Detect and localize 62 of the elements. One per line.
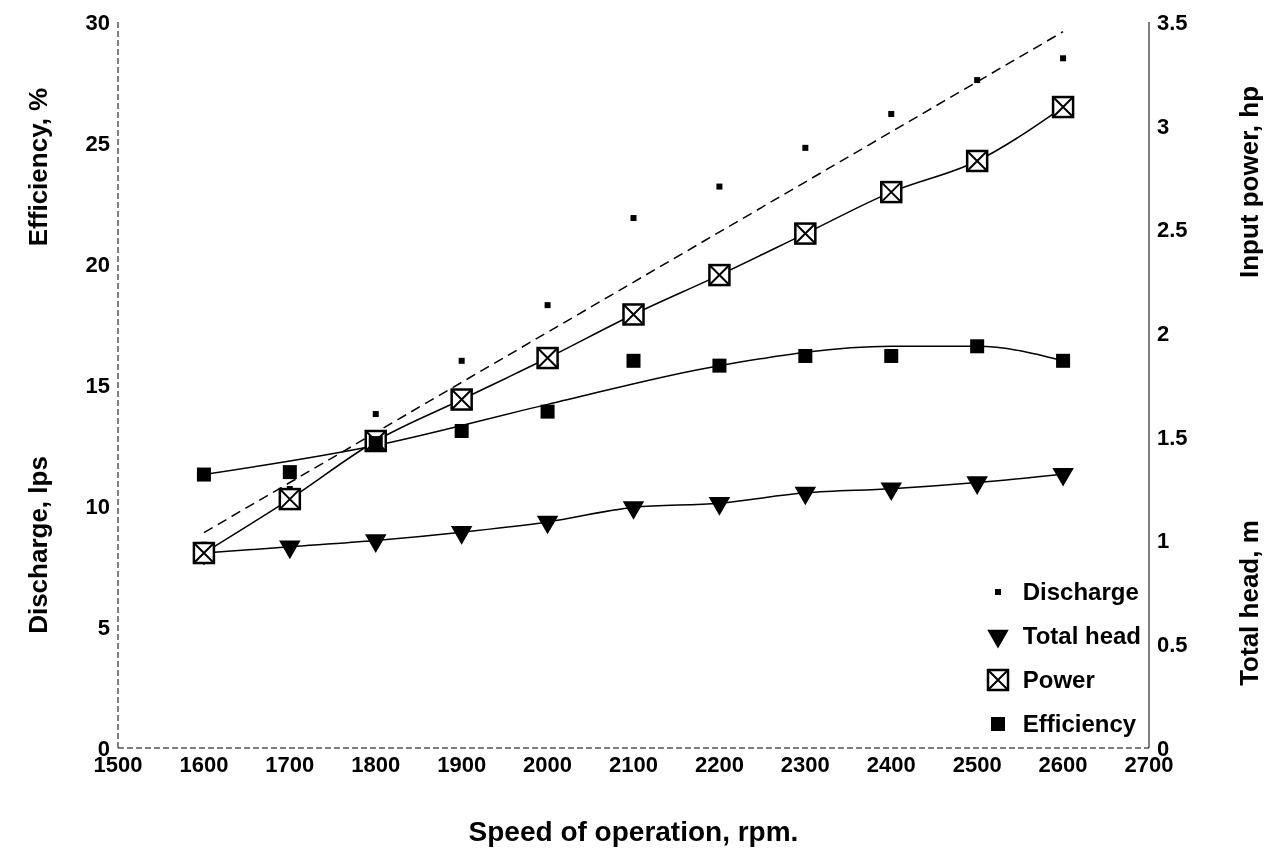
y-tick-label: 20 — [85, 251, 110, 277]
y2-tick-label: 3 — [1157, 113, 1170, 139]
point — [450, 526, 473, 545]
point — [794, 486, 817, 506]
y-tick-label: 30 — [85, 9, 110, 35]
y2-tick-label: 3.5 — [1157, 9, 1188, 35]
point — [880, 482, 902, 502]
point — [884, 348, 899, 363]
x-tick-label: 1900 — [437, 751, 487, 777]
point — [365, 534, 387, 553]
point — [1060, 55, 1067, 62]
point — [540, 404, 555, 419]
x-tick-label: 2500 — [952, 751, 1002, 777]
point — [279, 540, 301, 560]
point — [372, 411, 379, 418]
point — [1052, 467, 1074, 487]
x-tick-label: 1800 — [351, 751, 401, 777]
point — [802, 144, 809, 151]
legend-label: Efficiency — [1022, 710, 1137, 738]
point — [712, 358, 727, 373]
x-tick-label: 2300 — [780, 751, 830, 777]
point — [1056, 353, 1071, 368]
point — [798, 348, 813, 363]
y-tick-label: 10 — [85, 493, 110, 519]
point — [544, 302, 551, 309]
y2-tick-label: 1 — [1157, 528, 1170, 554]
x-tick-label: 2000 — [523, 751, 573, 777]
point — [536, 515, 559, 535]
point — [626, 353, 641, 368]
x-tick-label: 2100 — [609, 751, 658, 777]
x-tick-label: 1700 — [265, 751, 315, 777]
legend-label: Power — [1022, 666, 1095, 694]
point — [282, 465, 297, 480]
y2-tick-label: 2 — [1157, 320, 1170, 346]
point — [454, 423, 469, 438]
legend-label: Discharge — [1022, 578, 1139, 606]
text: Efficiency, % — [22, 87, 54, 247]
x-tick-label: 2600 — [1038, 751, 1088, 777]
point — [708, 497, 731, 516]
point — [970, 339, 985, 354]
x-tick-label: 2200 — [694, 751, 744, 777]
point — [196, 467, 211, 482]
legend-label: Total head — [1022, 622, 1141, 650]
y-axis-title: Discharge, lps — [22, 455, 54, 634]
point — [630, 215, 637, 222]
point — [622, 501, 645, 520]
y2-tick-label: 1.5 — [1157, 424, 1188, 450]
y2-tick-label: 0.5 — [1157, 632, 1188, 658]
y2-tick-label: 2.5 — [1157, 217, 1188, 243]
y-tick-label: 15 — [85, 372, 110, 398]
x-tick-label: 2400 — [866, 751, 916, 777]
point — [888, 110, 895, 117]
point — [458, 357, 465, 364]
text: Input power, hp — [1233, 85, 1265, 278]
point — [966, 476, 988, 495]
point — [974, 77, 981, 84]
y-tick-label: 5 — [97, 614, 110, 640]
y2-axis-title: Total head, m — [1233, 519, 1265, 686]
x-axis-title: Speed of operation, rpm. — [468, 816, 799, 847]
y-tick-label: 25 — [85, 130, 110, 156]
point — [716, 183, 723, 190]
x-tick-label: 1600 — [179, 751, 229, 777]
